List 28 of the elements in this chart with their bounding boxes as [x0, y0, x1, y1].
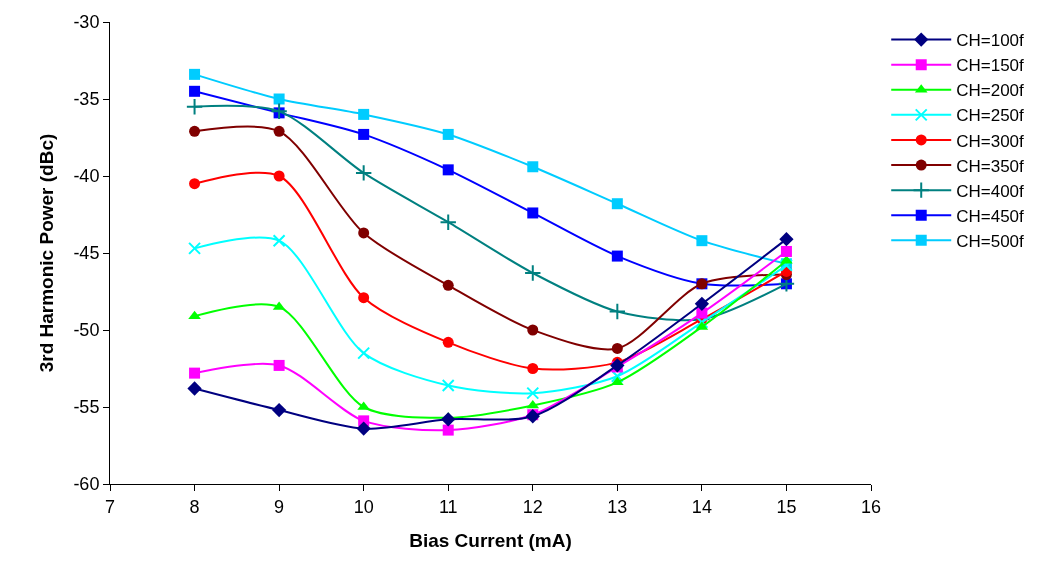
x-axis-title: Bias Current (mA) — [409, 530, 572, 552]
x-tick-label: 11 — [438, 496, 458, 517]
legend-label: CH=500f — [956, 231, 1025, 251]
x-tick-label: 10 — [353, 496, 374, 517]
legend-label: CH=250f — [956, 106, 1025, 126]
x-tick-label: 15 — [776, 496, 797, 517]
x-tick-label: 12 — [522, 496, 543, 517]
legend-label: CH=400f — [956, 181, 1025, 201]
y-tick-label: -35 — [73, 89, 100, 110]
y-axis-title: 3rd Harmonic Power (dBc) — [36, 133, 58, 373]
y-tick-label: -30 — [73, 12, 100, 33]
legend-label: CH=350f — [956, 156, 1025, 176]
y-tick-label: -45 — [73, 243, 100, 264]
legend-label: CH=300f — [956, 131, 1025, 151]
x-tick-label: 8 — [189, 496, 200, 517]
x-tick-label: 16 — [860, 496, 882, 517]
legend-label: CH=150f — [956, 56, 1025, 76]
legend-label: CH=100f — [956, 31, 1025, 51]
x-tick-label: 9 — [274, 496, 285, 517]
x-tick-label: 14 — [691, 496, 712, 517]
y-tick-label: -55 — [73, 397, 100, 418]
y-tick-label: -60 — [73, 474, 100, 495]
legend-label: CH=450f — [956, 206, 1025, 226]
legend-label: CH=200f — [956, 81, 1025, 101]
y-tick-label: -50 — [73, 320, 100, 341]
x-tick-label: 13 — [607, 496, 628, 517]
y-tick-label: -40 — [73, 166, 100, 187]
x-tick-label: 7 — [104, 496, 116, 517]
